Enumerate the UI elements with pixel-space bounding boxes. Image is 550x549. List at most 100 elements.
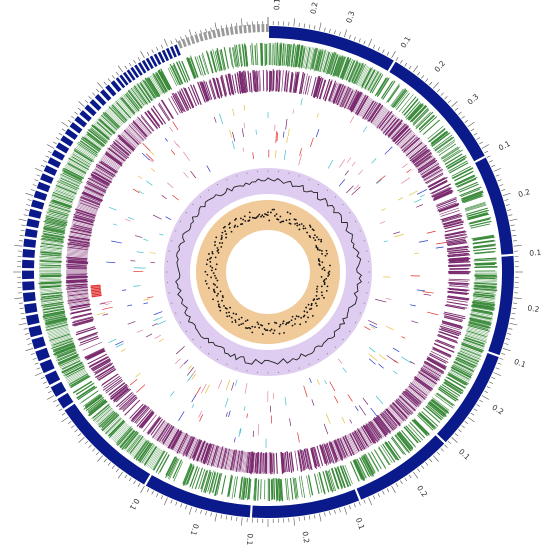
forward-gene	[354, 64, 365, 85]
reverse-gene	[136, 118, 151, 135]
feature-mark	[108, 206, 117, 211]
forward-gene	[45, 321, 68, 328]
forward-gene	[108, 419, 125, 437]
forward-gene	[39, 285, 62, 288]
reverse-gene	[82, 192, 102, 201]
tick-mark	[241, 18, 243, 27]
forward-gene	[53, 343, 75, 353]
forward-gene	[254, 45, 257, 66]
reverse-gene	[416, 375, 434, 388]
forward-gene	[229, 47, 234, 69]
reverse-gene	[179, 434, 190, 454]
forward-gene	[57, 353, 79, 363]
forward-gene	[216, 47, 223, 71]
skew-point	[217, 305, 220, 308]
reverse-gene	[89, 176, 109, 187]
reverse-gene	[319, 444, 326, 465]
reverse-gene	[91, 171, 112, 184]
tick-mark	[451, 101, 458, 107]
reverse-gene	[385, 408, 401, 427]
reverse-gene	[101, 373, 119, 386]
skew-point	[234, 319, 237, 322]
forward-gene	[409, 105, 427, 123]
contig-segment	[261, 24, 265, 33]
skew-point	[307, 316, 309, 319]
feature-mark	[149, 252, 156, 254]
reverse-gene	[443, 221, 464, 228]
reverse-gene	[362, 99, 374, 118]
reverse-gene	[196, 441, 205, 462]
tick-mark	[26, 338, 31, 340]
forward-gene	[300, 475, 306, 498]
reverse-gene	[80, 196, 101, 205]
gc-dot	[208, 353, 210, 355]
forward-gene	[146, 77, 159, 96]
forward-gene	[308, 47, 313, 69]
forward-gene	[70, 375, 91, 388]
reverse-gene	[448, 264, 471, 267]
tick-mark	[507, 209, 512, 211]
reverse-gene	[162, 425, 175, 445]
skew-point	[257, 323, 260, 326]
forward-gene	[137, 85, 151, 103]
forward-gene	[39, 282, 61, 285]
forward-gene	[285, 478, 288, 501]
reverse-gene	[361, 426, 372, 444]
gc-dot	[256, 170, 259, 173]
forward-gene	[459, 183, 479, 193]
reverse-gene	[446, 303, 468, 309]
reverse-gene	[315, 77, 322, 97]
forward-gene	[469, 319, 492, 326]
reverse-gene	[449, 256, 469, 260]
reverse-gene	[252, 70, 255, 91]
forward-gene	[49, 333, 71, 341]
reverse-gene	[73, 316, 93, 322]
forward-gene	[65, 163, 86, 175]
forward-gene	[473, 245, 496, 249]
reverse-gene	[329, 82, 338, 102]
gc-dot	[216, 358, 219, 361]
reverse-gene	[227, 73, 233, 95]
forward-gene	[62, 170, 83, 181]
skew-point	[294, 218, 297, 221]
skew-point	[271, 208, 274, 211]
feature-mark	[406, 168, 412, 173]
tick-mark	[481, 395, 489, 400]
reverse-gene	[380, 113, 395, 131]
reverse-gene	[66, 266, 88, 268]
gc-dot	[208, 189, 210, 191]
reverse-gene	[388, 122, 402, 138]
reverse-gene	[369, 421, 383, 439]
reverse-gene	[347, 89, 358, 110]
reverse-gene	[105, 152, 122, 165]
forward-gene	[41, 294, 62, 298]
skew-point	[214, 256, 217, 259]
contig-segment	[119, 74, 129, 86]
tick-mark	[128, 477, 132, 482]
forward-gene	[55, 348, 76, 357]
reverse-gene	[410, 383, 428, 397]
forward-gene	[128, 436, 143, 455]
forward-gene	[68, 373, 89, 385]
forward-gene	[104, 417, 121, 433]
forward-gene	[85, 395, 103, 409]
forward-gene	[90, 128, 108, 143]
forward-gene	[366, 70, 377, 90]
forward-gene	[460, 191, 481, 200]
forward-gene	[466, 331, 488, 339]
forward-gene	[464, 201, 487, 209]
reverse-gene	[337, 85, 347, 106]
tick-mark	[429, 81, 433, 86]
reverse-gene	[113, 142, 129, 156]
forward-gene	[100, 413, 118, 429]
reverse-gene	[375, 417, 388, 435]
forward-gene	[155, 73, 167, 92]
forward-gene	[90, 126, 108, 142]
reverse-gene	[421, 369, 438, 381]
reverse-gene	[284, 70, 287, 91]
forward-gene	[241, 43, 246, 67]
reverse-gene	[444, 304, 466, 310]
reverse-gene	[415, 376, 434, 389]
reverse-gene	[216, 446, 224, 468]
tick-mark	[111, 75, 115, 79]
